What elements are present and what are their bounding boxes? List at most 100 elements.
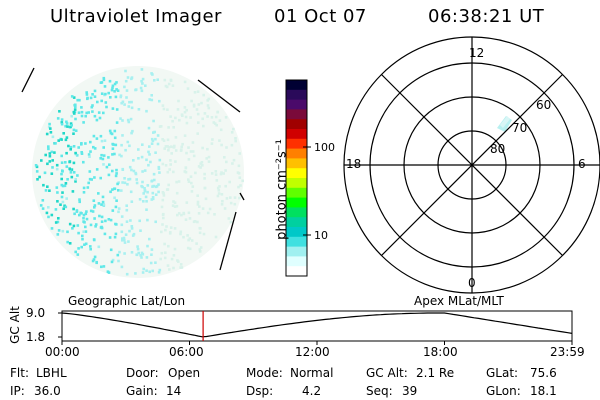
emission-pixel [76,98,79,102]
emission-pixel [216,194,220,198]
emission-pixel [141,271,145,274]
emission-pixel [128,144,131,148]
emission-pixel [104,101,108,104]
emission-pixel [232,158,236,162]
emission-pixel [71,227,74,230]
emission-pixel [89,140,92,144]
timeline-right-label: Apex MLat/MLT [414,294,504,308]
emission-pixel [111,153,114,156]
emission-pixel [163,256,167,260]
emission-pixel [82,160,85,164]
info-dsp: Dsp: 4.2 [246,384,321,398]
emission-pixel [169,159,172,162]
emission-pixel [99,134,103,138]
emission-pixel [169,145,173,148]
info-seq: Seq: 39 [366,384,417,398]
emission-pixel [207,155,211,159]
emission-pixel [168,232,172,235]
emission-pixel [93,206,96,209]
emission-pixel [60,118,64,121]
emission-pixel [93,147,97,150]
emission-pixel [93,204,97,207]
lat-label-80: 80 [490,142,506,156]
emission-pixel [115,88,118,91]
emission-pixel [89,150,92,153]
mode-label: Mode: [246,366,283,380]
emission-pixel [89,223,93,227]
emission-pixel [94,225,97,228]
emission-pixel [116,182,119,186]
emission-pixel [56,200,59,203]
emission-pixel [38,175,41,179]
emission-pixel [151,196,155,199]
emission-pixel [165,188,169,191]
emission-pixel [76,174,79,177]
emission-pixel [158,99,161,103]
emission-pixel [74,117,77,121]
emission-pixel [196,112,200,116]
limb-line [219,211,237,271]
emission-pixel [210,172,214,175]
emission-pixel [65,136,69,139]
colorbar-cell [286,266,307,277]
emission-pixel [156,134,160,137]
emission-pixel [203,172,206,176]
emission-pixel [185,108,188,112]
emission-pixel [214,170,218,173]
limb-line [239,192,245,201]
emission-pixel [203,186,207,190]
emission-pixel [60,121,64,124]
emission-pixel [84,242,88,246]
emission-pixel [195,242,198,245]
emission-pixel [50,213,54,217]
emission-pixel [128,229,131,233]
emission-pixel [131,129,134,133]
emission-pixel [127,240,130,243]
emission-pixel [114,232,118,236]
emission-pixel [167,183,170,187]
emission-pixel [180,266,184,269]
emission-pixel [81,234,84,238]
emission-pixel [213,213,216,216]
emission-pixel [187,158,191,161]
emission-pixel [124,69,127,73]
emission-pixel [68,242,72,245]
emission-pixel [144,195,148,199]
emission-pixel [201,146,204,150]
emission-pixel [137,157,140,160]
emission-pixel [164,145,168,148]
emission-pixel [117,210,120,214]
emission-pixel [217,192,221,195]
emission-pixel [187,211,191,215]
emission-pixel [42,183,45,187]
emission-pixel [65,122,69,125]
emission-pixel [173,247,177,251]
emission-pixel [69,171,73,174]
emission-pixel [80,110,84,114]
emission-pixel [230,143,234,147]
emission-pixel [164,164,168,167]
emission-pixel [214,115,218,119]
emission-pixel [220,193,224,196]
emission-pixel [47,206,50,209]
emission-pixel [185,201,189,204]
emission-pixel [48,189,51,192]
timeline-y-axis-label: GC Alt [8,306,22,344]
emission-pixel [108,236,112,239]
emission-pixel [74,103,77,107]
emission-pixel [224,184,227,188]
emission-pixel [103,85,107,88]
emission-pixel [36,178,39,181]
emission-pixel [126,118,130,122]
emission-pixel [70,114,73,118]
emission-pixel [218,185,221,188]
emission-pixel [199,166,202,169]
emission-pixel [111,84,115,88]
emission-pixel [100,99,103,103]
emission-pixel [101,200,105,204]
emission-pixel [192,154,196,158]
info-glat: GLat: 75.6 [486,366,557,380]
emission-pixel [107,156,110,159]
emission-pixel [134,272,137,275]
timeline-frame [61,310,573,342]
